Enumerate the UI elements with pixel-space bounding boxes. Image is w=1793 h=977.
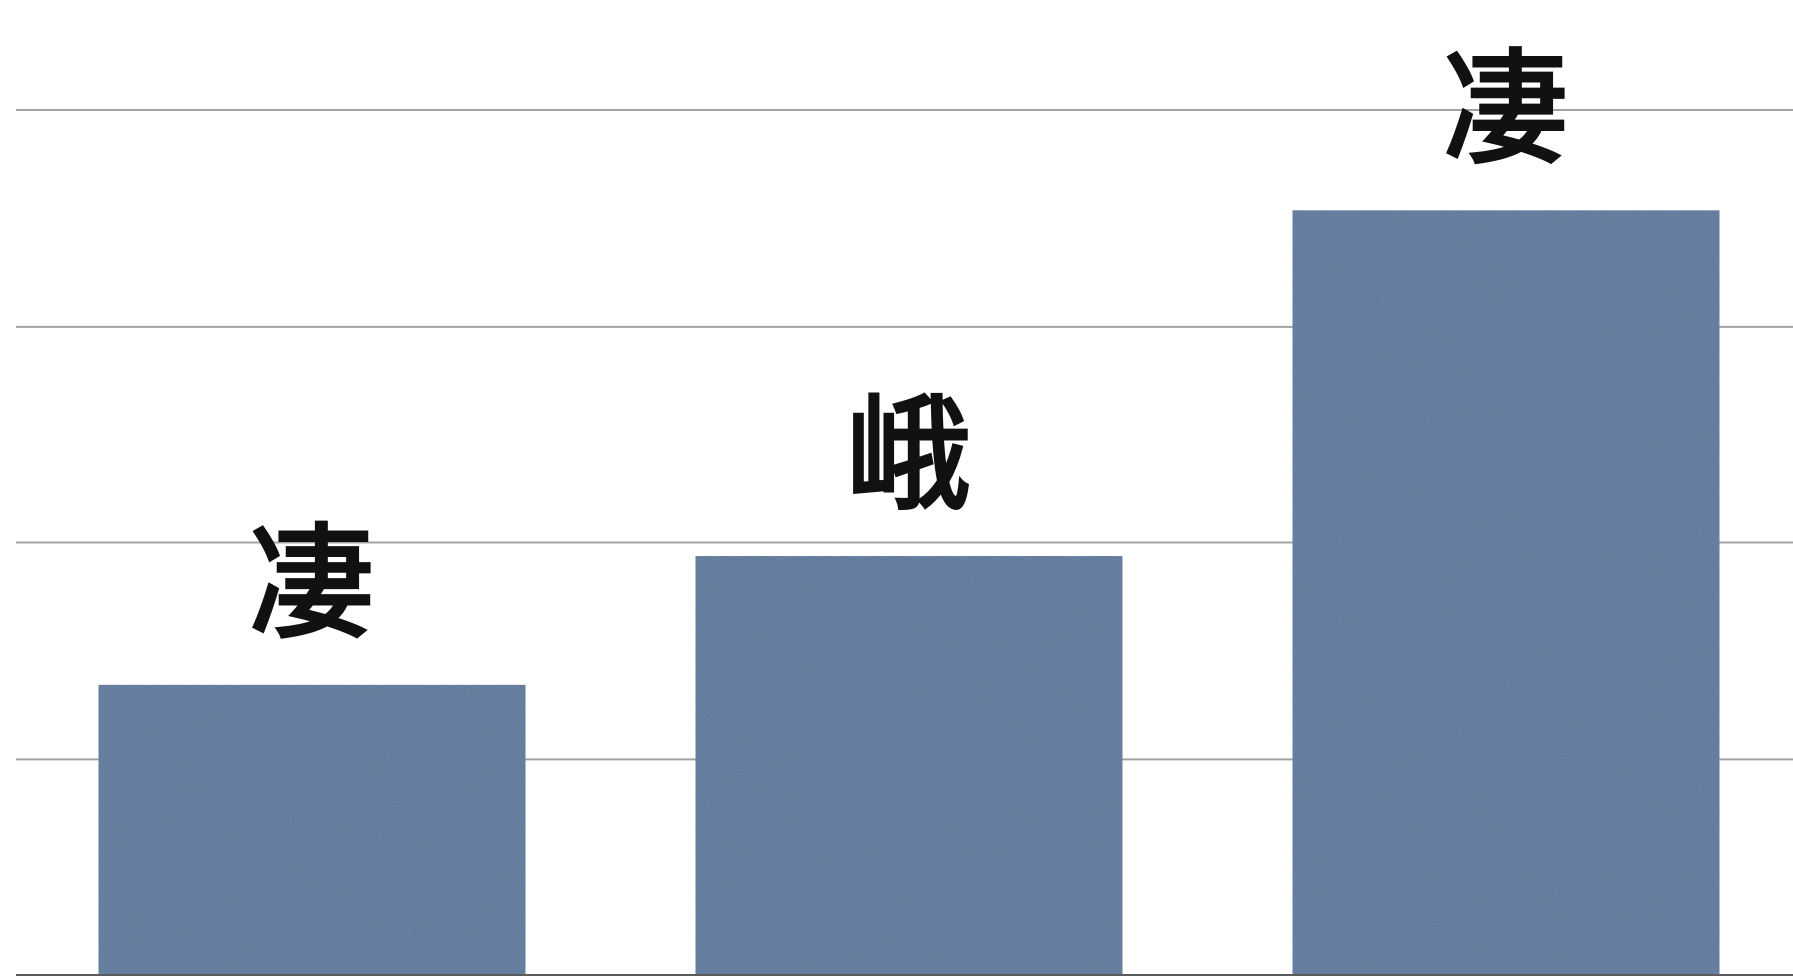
bar-2 bbox=[695, 556, 1123, 975]
bar-label-3: 凄 bbox=[1444, 38, 1568, 182]
bars bbox=[98, 210, 1720, 975]
bar-label-1: 凄 bbox=[250, 513, 374, 657]
bar-1 bbox=[98, 684, 526, 975]
bar-3 bbox=[1292, 210, 1720, 975]
bar-label-2: 峨 bbox=[847, 384, 971, 528]
bar-labels: 凄峨凄 bbox=[250, 38, 1568, 657]
